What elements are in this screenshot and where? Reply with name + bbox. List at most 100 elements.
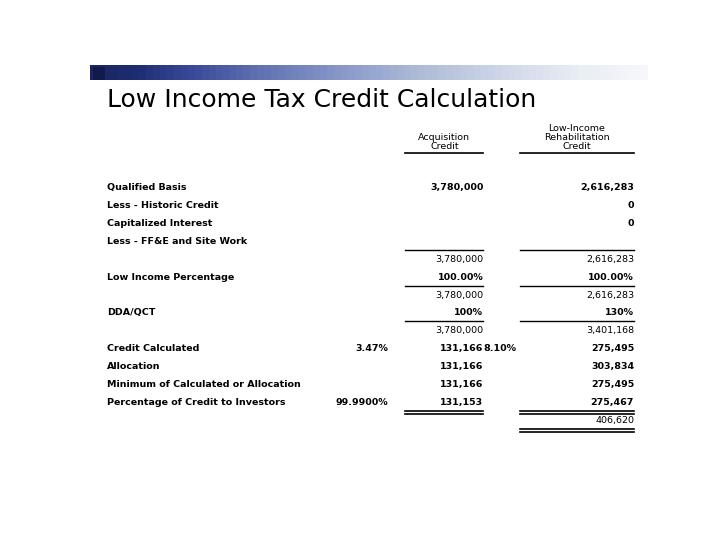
Bar	[362, 65, 369, 80]
Text: Acquisition: Acquisition	[418, 133, 470, 141]
Text: DDA/QCT: DDA/QCT	[107, 308, 155, 318]
Bar	[202, 65, 209, 80]
Bar	[300, 65, 306, 80]
Bar	[502, 65, 508, 80]
Bar	[369, 65, 376, 80]
Bar	[613, 65, 620, 80]
Bar	[593, 65, 599, 80]
Text: 3,780,000: 3,780,000	[436, 255, 483, 264]
Text: 406,620: 406,620	[595, 416, 634, 425]
Text: 275,495: 275,495	[591, 344, 634, 353]
Bar	[376, 65, 383, 80]
Text: 131,166: 131,166	[440, 344, 483, 353]
Bar	[118, 65, 125, 80]
Bar	[125, 65, 132, 80]
Text: Low-Income: Low-Income	[549, 124, 606, 133]
Bar	[487, 65, 495, 80]
Bar	[495, 65, 502, 80]
Text: Rehabilitation: Rehabilitation	[544, 133, 610, 141]
Text: 2,616,283: 2,616,283	[580, 183, 634, 192]
Bar	[523, 65, 529, 80]
Bar	[508, 65, 516, 80]
Bar	[571, 65, 578, 80]
Bar	[181, 65, 188, 80]
Bar	[599, 65, 606, 80]
Bar	[516, 65, 523, 80]
Text: 99.9900%: 99.9900%	[336, 398, 389, 407]
Bar	[564, 65, 571, 80]
Text: Low Income Percentage: Low Income Percentage	[107, 273, 234, 282]
Text: Less - Historic Credit: Less - Historic Credit	[107, 201, 218, 210]
Bar	[432, 65, 438, 80]
Bar	[139, 65, 145, 80]
Text: Low Income Tax Credit Calculation: Low Income Tax Credit Calculation	[107, 87, 536, 112]
Bar	[194, 65, 202, 80]
Bar	[557, 65, 564, 80]
Bar	[251, 65, 258, 80]
Bar	[620, 65, 627, 80]
Text: 131,166: 131,166	[440, 362, 483, 371]
Text: 3,401,168: 3,401,168	[586, 326, 634, 335]
Bar	[93, 67, 105, 80]
Bar	[292, 65, 300, 80]
Text: 100.00%: 100.00%	[588, 273, 634, 282]
Text: 131,153: 131,153	[440, 398, 483, 407]
Bar	[418, 65, 425, 80]
Bar	[634, 65, 641, 80]
Bar	[285, 65, 292, 80]
Text: 130%: 130%	[605, 308, 634, 318]
Bar	[348, 65, 355, 80]
Bar	[243, 65, 251, 80]
Text: 100%: 100%	[454, 308, 483, 318]
Text: Qualified Basis: Qualified Basis	[107, 183, 186, 192]
Bar	[97, 65, 104, 80]
Bar	[438, 65, 446, 80]
Text: 0: 0	[628, 219, 634, 228]
Bar	[411, 65, 418, 80]
Text: 275,467: 275,467	[590, 398, 634, 407]
Bar	[585, 65, 592, 80]
Bar	[446, 65, 453, 80]
Bar	[104, 65, 111, 80]
Text: 3,780,000: 3,780,000	[436, 291, 483, 300]
Bar	[279, 65, 285, 80]
Bar	[544, 65, 550, 80]
Bar	[90, 65, 97, 80]
Text: 3,780,000: 3,780,000	[430, 183, 483, 192]
Bar	[355, 65, 362, 80]
Bar	[236, 65, 243, 80]
Text: Credit Calculated: Credit Calculated	[107, 344, 199, 353]
Bar	[306, 65, 313, 80]
Bar	[459, 65, 467, 80]
Bar	[578, 65, 585, 80]
Bar	[397, 65, 404, 80]
Bar	[404, 65, 411, 80]
Text: Allocation: Allocation	[107, 362, 161, 371]
Text: 3.47%: 3.47%	[356, 344, 389, 353]
Bar	[529, 65, 536, 80]
Bar	[153, 65, 160, 80]
Text: 8.10%: 8.10%	[484, 344, 517, 353]
Text: 303,834: 303,834	[591, 362, 634, 371]
Bar	[215, 65, 222, 80]
Bar	[222, 65, 230, 80]
Bar	[467, 65, 474, 80]
Bar	[271, 65, 279, 80]
Bar	[174, 65, 181, 80]
Text: 275,495: 275,495	[591, 380, 634, 389]
Text: 2,616,283: 2,616,283	[586, 255, 634, 264]
Bar	[334, 65, 341, 80]
Bar	[453, 65, 459, 80]
Text: Capitalized Interest: Capitalized Interest	[107, 219, 212, 228]
Bar	[209, 65, 215, 80]
Bar	[313, 65, 320, 80]
Bar	[145, 65, 153, 80]
Bar	[425, 65, 432, 80]
Bar	[606, 65, 613, 80]
Bar	[160, 65, 167, 80]
Bar	[341, 65, 348, 80]
Text: 0: 0	[628, 201, 634, 210]
Bar	[474, 65, 481, 80]
Text: Credit: Credit	[430, 142, 459, 151]
Text: 2,616,283: 2,616,283	[586, 291, 634, 300]
